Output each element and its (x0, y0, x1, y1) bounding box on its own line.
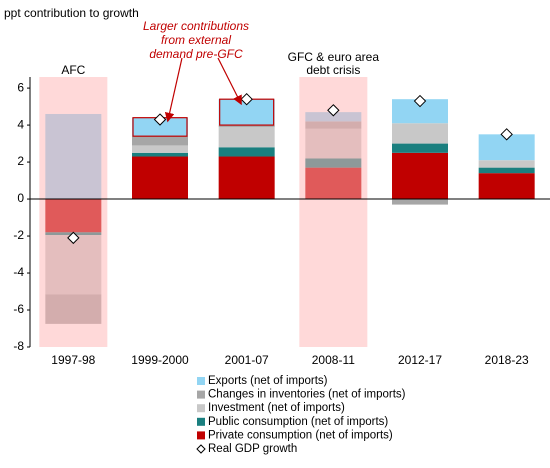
gdp-marker (413, 94, 427, 108)
shaded-period (39, 77, 108, 347)
bar-segment (218, 147, 275, 157)
bar-segment (478, 167, 535, 174)
bar-segment (392, 152, 448, 200)
legend-marker (196, 444, 206, 454)
legend-swatch (197, 404, 205, 413)
legend-swatch (197, 377, 205, 385)
bar-segment (218, 156, 275, 200)
gdp-marker (67, 231, 80, 245)
y-axis-label: ppt contribution to growth (4, 6, 139, 20)
bar-segment (132, 152, 188, 157)
period-label: AFC (61, 63, 85, 77)
legend-swatch (197, 431, 205, 440)
legend-label: Investment (net of imports) (208, 402, 345, 414)
bar-segment (132, 156, 188, 200)
callout-arrow (217, 57, 242, 106)
callout-text: Larger contributions (143, 19, 249, 33)
legend-label: Public consumption (net of imports) (208, 416, 388, 428)
bar-segment (132, 136, 188, 146)
y-tick-label: -8 (13, 339, 24, 353)
bar-segment (478, 173, 535, 200)
period-label: debt crisis (306, 63, 360, 77)
x-tick-label: 2001-07 (225, 353, 269, 367)
x-tick-label: 1999-2000 (131, 353, 189, 367)
callout-text: from external (161, 33, 231, 47)
legend-label: Exports (net of imports) (208, 375, 328, 387)
legend-swatch (197, 417, 205, 426)
x-tick-label: 2012-17 (398, 353, 442, 367)
period-label: GFC & euro area (288, 50, 380, 64)
x-tick-label: 2008-11 (312, 353, 355, 367)
y-tick-label: 6 (17, 80, 24, 94)
y-tick-label: 2 (17, 154, 24, 168)
y-tick-label: -6 (13, 302, 24, 316)
bar-segment (132, 145, 188, 153)
bar-segment (478, 160, 535, 168)
y-tick-label: -2 (13, 228, 24, 242)
x-tick-label: 2018-23 (485, 353, 529, 367)
bar-segment (392, 123, 448, 144)
x-tick-label: 1997-98 (51, 353, 95, 367)
legend-label: Changes in inventories (net of imports) (208, 389, 406, 401)
legend-label: Real GDP growth (208, 443, 297, 455)
y-tick-label: 0 (17, 191, 24, 205)
bar-segment (392, 199, 448, 205)
gdp-marker (327, 104, 340, 117)
shaded-period (299, 77, 368, 347)
callout-arrow (164, 57, 183, 123)
gdp-marker (500, 128, 513, 141)
callout-text: demand pre-GFC (149, 47, 243, 61)
bar-segment (392, 143, 448, 153)
gdp-marker (153, 113, 167, 126)
legend-label: Private consumption (net of imports) (208, 429, 393, 441)
gdp-marker (240, 92, 253, 106)
y-tick-label: -4 (13, 265, 24, 279)
y-tick-label: 4 (17, 117, 24, 131)
legend-swatch (197, 390, 205, 399)
bar-segment (218, 125, 275, 127)
bar-segment (218, 126, 275, 148)
